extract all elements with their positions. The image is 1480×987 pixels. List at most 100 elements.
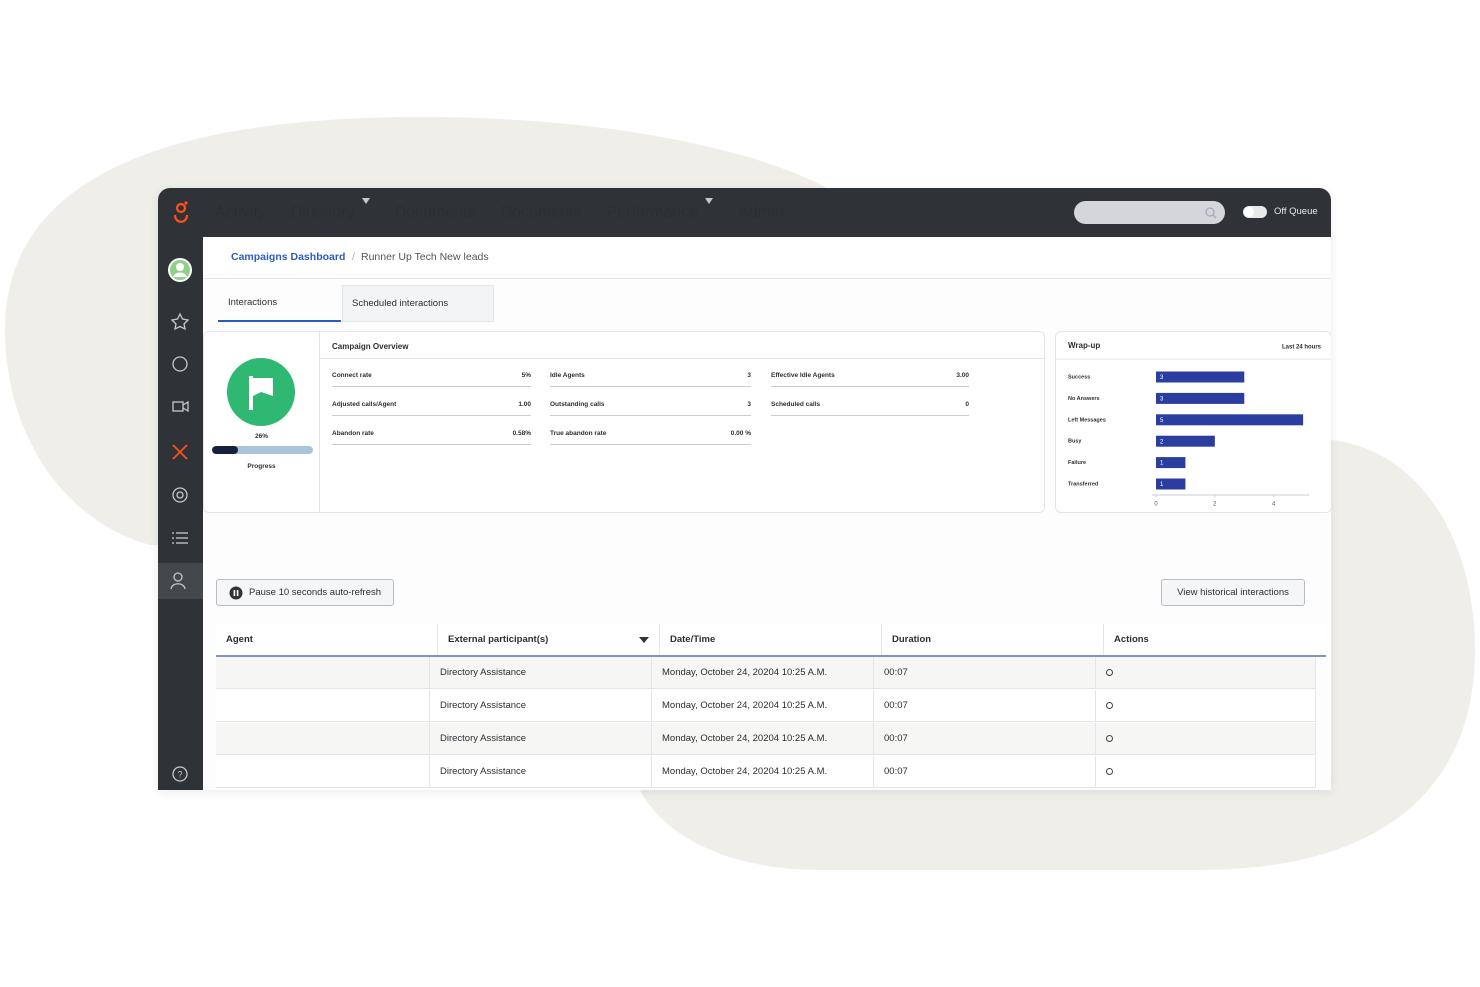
metric-value: 3: [747, 372, 751, 379]
category-label: No Answers: [1068, 396, 1100, 402]
metric-name: Connect rate: [332, 372, 372, 379]
table-cell: 00:07: [873, 690, 1095, 722]
sidebar-icons: ?: [158, 258, 203, 782]
nav-item[interactable]: Activity: [215, 204, 266, 222]
nav-label: Documents: [500, 203, 582, 221]
metric-name: Idle Agents: [550, 372, 585, 379]
campaign-icon: [227, 358, 295, 426]
bar-value-label: 1: [1160, 461, 1164, 467]
table-cell: Directory Assistance: [429, 657, 651, 689]
column-header: Agent: [216, 624, 437, 655]
metric-row: Abandon rate 0.58%: [332, 430, 531, 445]
progress-caption: Progress: [247, 463, 276, 470]
bar: [1156, 457, 1186, 469]
toggle-label: Off Queue: [1274, 206, 1318, 217]
metric-value: 3: [747, 401, 751, 408]
table-cell: Monday, October 24, 20204 10:25 A.M.: [651, 690, 873, 722]
actions-cell: [1095, 723, 1316, 755]
category-label: Left Messages: [1068, 417, 1106, 423]
table-cell: Directory Assistance: [429, 756, 651, 788]
table-cell: Monday, October 24, 20204 10:25 A.M.: [651, 723, 873, 755]
column-header: External participant(s): [437, 624, 659, 655]
wrapup-panel: Wrap-up Last 24 hours Success 3 No Answers…: [1055, 331, 1331, 513]
progress-fill: [212, 446, 239, 454]
blob-right: [640, 440, 1475, 870]
tab[interactable]: Scheduled interactions: [342, 285, 494, 322]
nav-item[interactable]: Performance: [607, 197, 714, 222]
search-icon: [1205, 207, 1217, 219]
bar: [1156, 392, 1245, 404]
action-icon[interactable]: [1106, 768, 1113, 775]
column-header: Duration: [881, 624, 1103, 655]
metric-value: 1.00: [518, 401, 531, 408]
pause-button[interactable]: Pause 10 seconds auto-refresh: [216, 579, 394, 606]
x-tick-label: 2: [1213, 502, 1217, 508]
x-tick-label: 4: [1272, 502, 1276, 508]
nav-label: Activity: [215, 203, 266, 221]
breadcrumb-separator: /: [352, 251, 355, 263]
metric-value: 0.00 %: [730, 430, 751, 437]
metric-name: Outstanding calls: [550, 401, 605, 408]
wrapup-chart: Wrap-up Last 24 hours Success 3 No Answers…: [1056, 341, 1331, 508]
bar: [1156, 435, 1215, 447]
metric-row: Connect rate 5%: [332, 372, 531, 387]
category-label: Busy: [1068, 439, 1082, 445]
x-tick-label: 0: [1154, 502, 1158, 508]
history-button[interactable]: View historical interactions: [1161, 579, 1305, 606]
bar-value-label: 3: [1160, 375, 1164, 381]
breadcrumb-link[interactable]: Campaigns Dashboard: [231, 251, 346, 263]
nav-item[interactable]: Documents: [501, 204, 582, 222]
nav-label: Documents: [394, 203, 476, 221]
dropdown-caret: [361, 197, 370, 221]
agent-cell: [216, 657, 429, 689]
table-cell: 00:07: [873, 723, 1095, 755]
logo: [173, 201, 189, 223]
actions-cell: [1095, 657, 1316, 689]
overview-panel: 26% Progress Campaign Overview Connect r…: [203, 331, 1045, 513]
chart-subtitle: Last 24 hours: [1282, 345, 1322, 351]
agent-cell: [216, 690, 429, 722]
button-label: View historical interactions: [1177, 587, 1289, 598]
pause-icon: [229, 586, 243, 599]
bar: [1156, 414, 1304, 426]
category-label: Success: [1068, 374, 1090, 380]
bar-value-label: 3: [1160, 396, 1164, 402]
search-box[interactable]: [1074, 201, 1225, 224]
action-icon[interactable]: [1106, 669, 1113, 676]
bar-value-label: 1: [1160, 482, 1164, 488]
metric-row: Idle Agents 3: [550, 372, 751, 387]
bar: [1156, 478, 1186, 490]
nav-item[interactable]: Admin: [738, 204, 783, 222]
action-icon[interactable]: [1106, 735, 1113, 742]
progress-track: [212, 446, 313, 454]
metric-name: True abandon rate: [550, 430, 607, 437]
agent-cell: [216, 756, 429, 788]
category-label: Failure: [1068, 460, 1086, 466]
metric-name: Scheduled calls: [771, 401, 821, 408]
action-icon[interactable]: [1106, 702, 1113, 709]
column-header: Actions: [1103, 624, 1326, 655]
queue-toggle[interactable]: [1243, 206, 1267, 218]
table-cell: Directory Assistance: [429, 690, 651, 722]
toggle-knob: [1244, 207, 1254, 217]
nav-item[interactable]: Documents: [395, 204, 476, 222]
metric-row: True abandon rate 0.00 %: [550, 430, 751, 445]
breadcrumb-bar: Campaigns Dashboard / Runner Up Tech New…: [203, 237, 1331, 279]
metric-value: 0: [965, 401, 969, 408]
table-cell: Monday, October 24, 20204 10:25 A.M.: [651, 657, 873, 689]
metric-name: Effective Idle Agents: [771, 372, 835, 379]
divider: [319, 358, 1044, 359]
table-cell: 00:07: [873, 657, 1095, 689]
header-underline: [216, 655, 1326, 657]
button-label: Pause 10 seconds auto-refresh: [249, 587, 382, 598]
nav-item[interactable]: Directory: [290, 197, 370, 222]
nav-label: Directory: [290, 203, 355, 221]
metric-row: Scheduled calls 0: [771, 401, 969, 416]
actions-cell: [1095, 756, 1316, 788]
nav-label: Admin: [738, 203, 784, 221]
table-cell: 00:07: [873, 756, 1095, 788]
tab-active[interactable]: Interactions: [218, 285, 341, 322]
category-label: Transferred: [1068, 481, 1098, 487]
chart-title: Wrap-up: [1068, 341, 1100, 350]
table-cell: Monday, October 24, 20204 10:25 A.M.: [651, 756, 873, 788]
